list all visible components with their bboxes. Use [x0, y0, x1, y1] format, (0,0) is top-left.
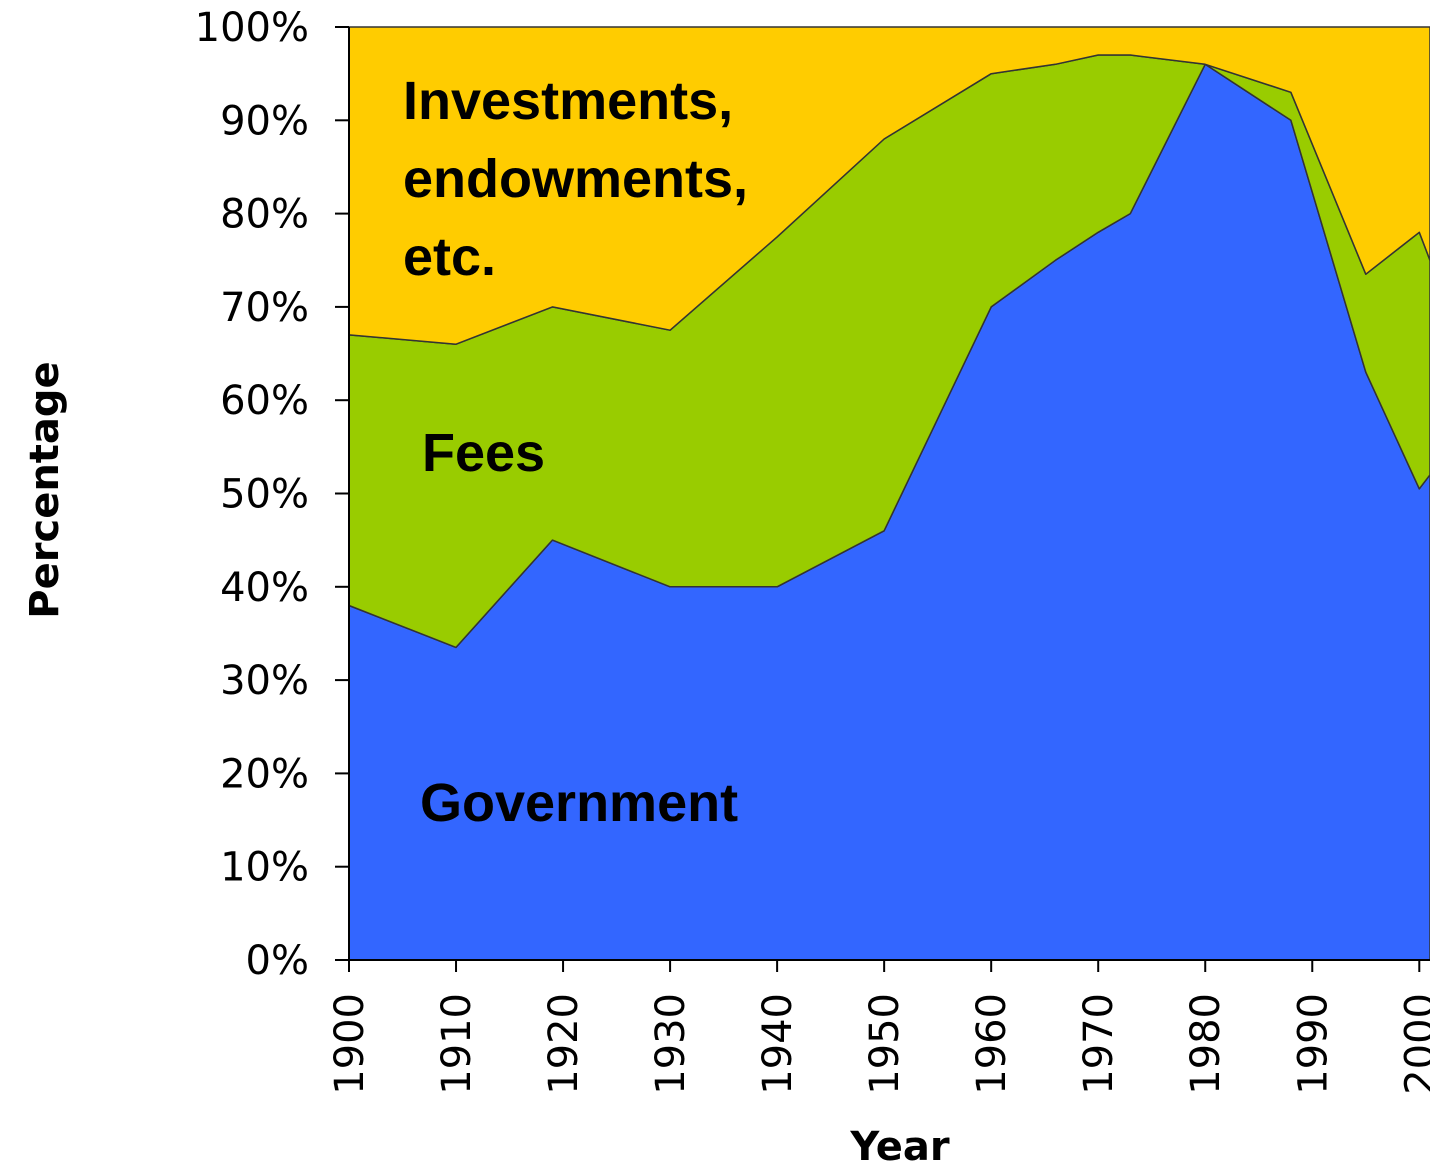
- x-tick-label: 1920: [541, 993, 587, 1095]
- y-tick-label: 30%: [220, 658, 309, 704]
- y-tick-label: 60%: [220, 378, 309, 424]
- y-tick-label: 0%: [246, 938, 309, 984]
- x-tick-label: 1900: [327, 993, 373, 1095]
- x-tick-label: 1950: [862, 993, 908, 1095]
- series-label: Fees: [422, 423, 546, 483]
- y-tick-label: 70%: [220, 285, 309, 331]
- y-tick-label: 40%: [220, 565, 309, 611]
- y-tick-label: 90%: [220, 98, 309, 144]
- x-tick-label: 1910: [434, 993, 480, 1095]
- y-tick-label: 100%: [195, 5, 309, 51]
- y-tick-label: 50%: [220, 472, 309, 518]
- y-tick-label: 80%: [220, 192, 309, 238]
- x-tick-label: 1940: [755, 993, 801, 1095]
- series-label: Government: [420, 773, 739, 833]
- area: [348, 26, 1430, 345]
- y-axis-title: Percentage: [22, 361, 68, 618]
- x-tick-label: 1930: [648, 993, 694, 1095]
- series-label: Investments, endowments, etc.: [403, 71, 749, 287]
- x-tick-label: 1990: [1290, 993, 1336, 1095]
- x-tick-label: 1960: [969, 993, 1015, 1095]
- x-tick-label: 1970: [1076, 993, 1122, 1095]
- y-tick-label: 10%: [220, 845, 309, 891]
- y-tick-label: 20%: [220, 751, 309, 797]
- x-tick-label: 2000: [1397, 993, 1430, 1095]
- x-tick-label: 1980: [1183, 993, 1229, 1095]
- x-axis-title: Year: [849, 1124, 949, 1168]
